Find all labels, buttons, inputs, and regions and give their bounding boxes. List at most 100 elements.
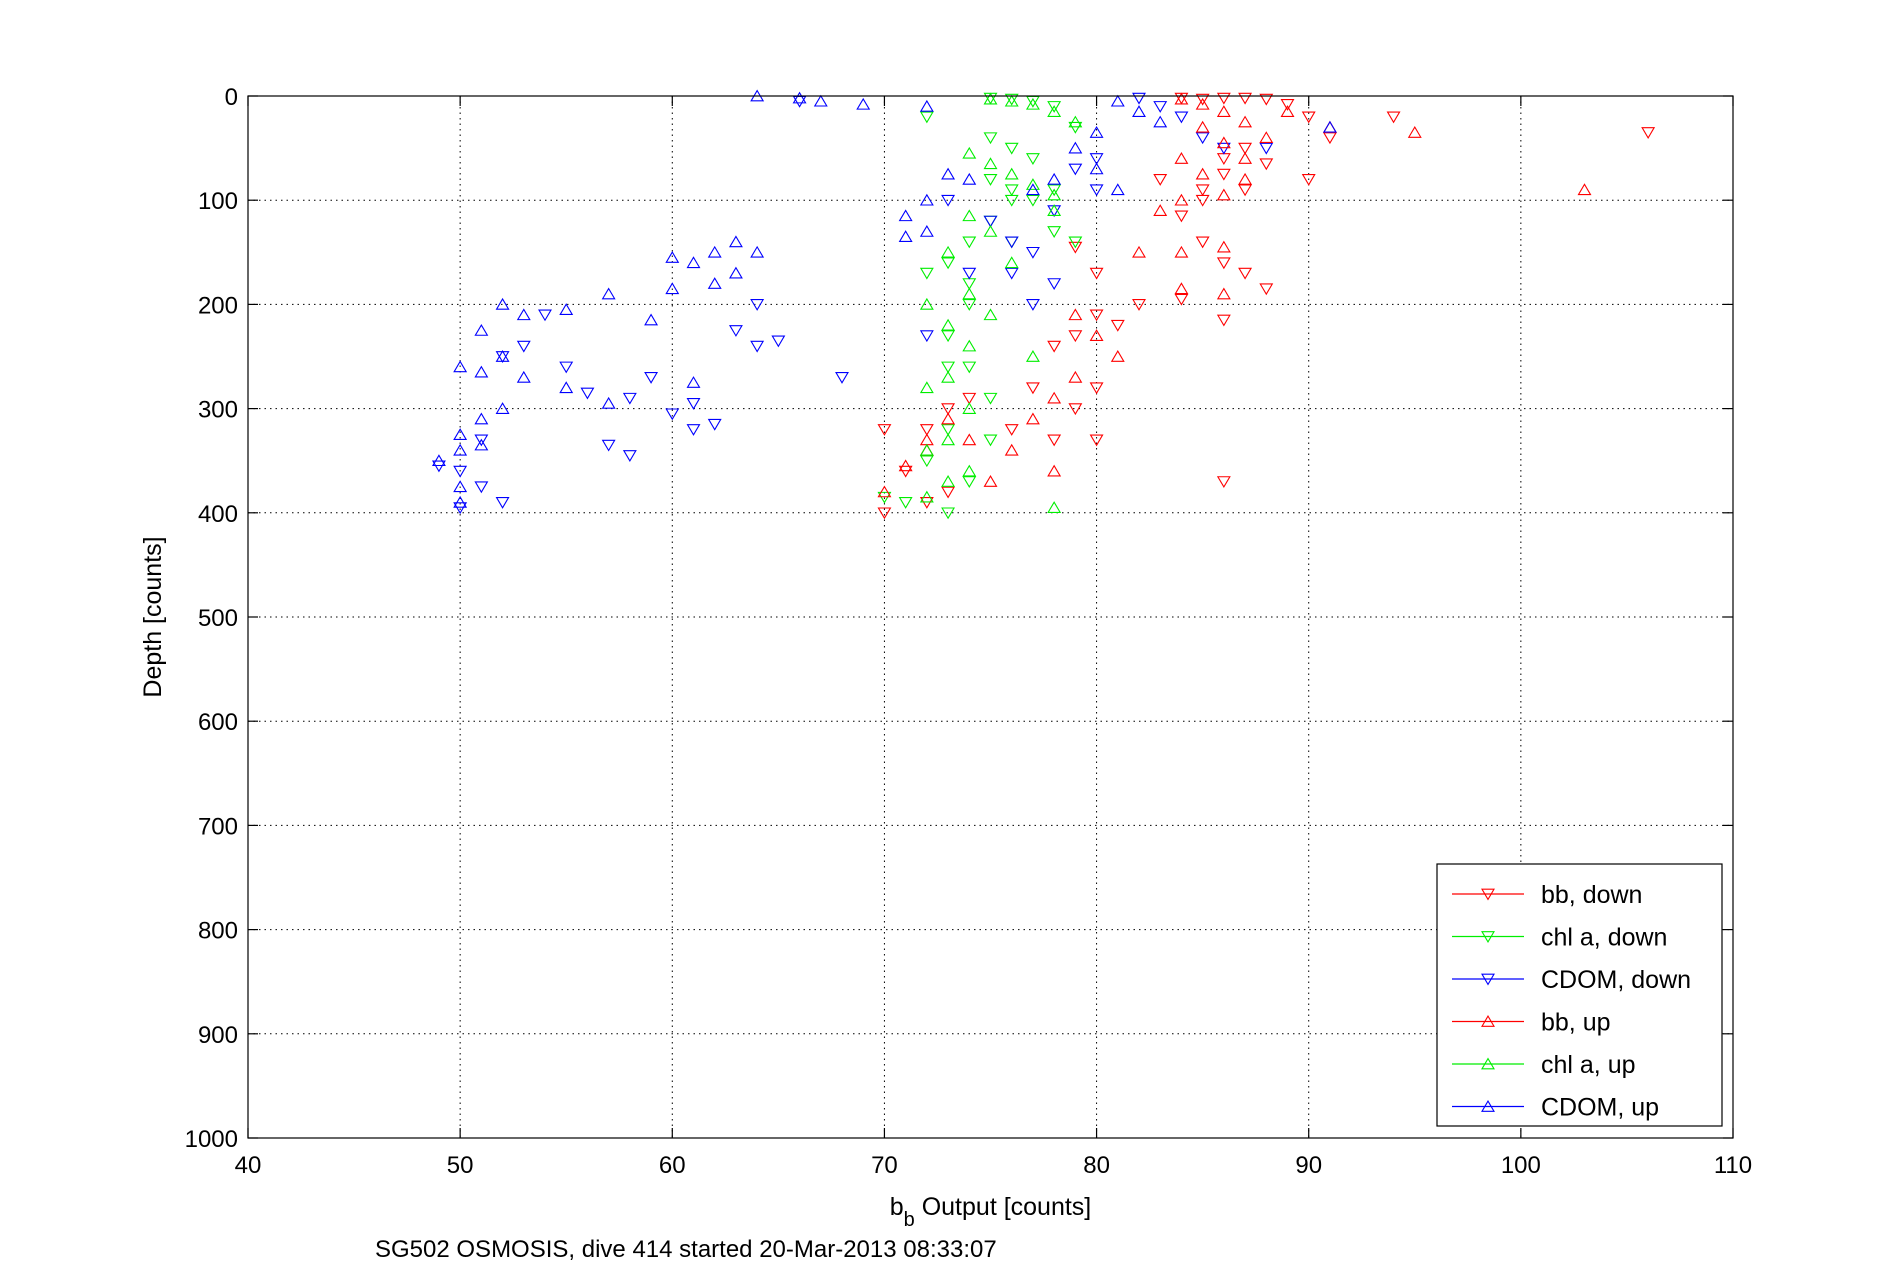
data-point bbox=[962, 209, 977, 222]
data-point bbox=[495, 297, 510, 310]
data-point bbox=[1174, 293, 1189, 306]
x-tick-label: 60 bbox=[659, 1152, 686, 1179]
data-point bbox=[453, 465, 468, 478]
data-point bbox=[1004, 167, 1019, 180]
data-point bbox=[1047, 101, 1062, 113]
legend: bb, down chl a, down CDOM, down bb, up chl a… bbox=[1436, 863, 1723, 1127]
data-point bbox=[1047, 391, 1062, 404]
data-point bbox=[1089, 329, 1104, 342]
data-point bbox=[1259, 93, 1274, 106]
data-point bbox=[1195, 97, 1210, 110]
data-point bbox=[962, 236, 977, 249]
data-point bbox=[1047, 172, 1062, 185]
legend-label: bb, down bbox=[1541, 881, 1642, 909]
data-point bbox=[962, 287, 977, 300]
y-tick-label: 900 bbox=[198, 1022, 238, 1049]
data-point bbox=[983, 157, 998, 170]
data-point bbox=[1216, 136, 1231, 149]
data-point bbox=[665, 251, 680, 263]
data-point bbox=[962, 339, 977, 352]
legend-label: chl a, up bbox=[1541, 1051, 1636, 1079]
data-point bbox=[983, 308, 998, 321]
data-point bbox=[1068, 163, 1083, 176]
data-point bbox=[919, 443, 934, 456]
data-point bbox=[1068, 403, 1083, 416]
data-point bbox=[1025, 183, 1040, 196]
data-point bbox=[962, 146, 977, 159]
data-point bbox=[453, 495, 468, 508]
data-point bbox=[983, 92, 998, 105]
data-point bbox=[1238, 172, 1253, 185]
data-point bbox=[962, 464, 977, 477]
data-point bbox=[1110, 94, 1125, 107]
data-point bbox=[644, 371, 659, 384]
data-point bbox=[962, 433, 977, 446]
data-point bbox=[941, 403, 956, 416]
data-point bbox=[516, 370, 531, 383]
data-point bbox=[1195, 120, 1210, 133]
x-tick-label: 110 bbox=[1714, 1152, 1752, 1179]
data-point bbox=[919, 224, 934, 237]
y-axis-label: Depth [counts] bbox=[139, 536, 167, 697]
data-point bbox=[1132, 299, 1146, 311]
data-point bbox=[941, 475, 956, 487]
data-point bbox=[1641, 127, 1656, 139]
data-point bbox=[474, 438, 489, 451]
data-point bbox=[877, 507, 892, 520]
series-4 bbox=[919, 92, 1083, 513]
data-point bbox=[431, 454, 446, 467]
data-point bbox=[941, 245, 956, 258]
data-point bbox=[1195, 167, 1210, 180]
data-point bbox=[1238, 184, 1253, 197]
data-point bbox=[941, 330, 956, 343]
y-tick-label: 800 bbox=[198, 918, 238, 945]
data-point bbox=[1322, 132, 1337, 145]
data-point bbox=[1407, 125, 1422, 138]
legend-box bbox=[1436, 863, 1723, 1127]
y-tick-label: 300 bbox=[198, 397, 238, 424]
data-point bbox=[1238, 92, 1253, 105]
data-point bbox=[474, 434, 489, 447]
data-point bbox=[1068, 115, 1083, 128]
data-point bbox=[1089, 153, 1104, 166]
data-point bbox=[877, 424, 892, 436]
ticks: 40 50 60 70 80 90 100 110 0 100 200 300 400 500 600 700… bbox=[185, 84, 1753, 1179]
data-point bbox=[1025, 194, 1040, 207]
data-point bbox=[1089, 267, 1104, 280]
data-point bbox=[1047, 501, 1062, 513]
data-point bbox=[1216, 168, 1231, 181]
data-point bbox=[474, 412, 489, 425]
data-point bbox=[877, 491, 892, 504]
data-point bbox=[1216, 240, 1231, 253]
data-point bbox=[1322, 120, 1337, 133]
data-point bbox=[919, 497, 934, 509]
axis-labels: bb Output [counts] Depth [counts] SG502 OS… bbox=[139, 536, 1091, 1262]
data-point bbox=[665, 408, 680, 421]
caption: SG502 OSMOSIS, dive 414 started 20-Mar-2… bbox=[375, 1236, 997, 1262]
data-point bbox=[1047, 204, 1062, 216]
y-tick-label: 0 bbox=[225, 84, 238, 111]
data-point bbox=[983, 475, 998, 487]
series-0 bbox=[877, 92, 1656, 520]
data-point bbox=[919, 455, 934, 468]
data-point bbox=[813, 94, 828, 107]
data-point bbox=[1025, 97, 1040, 110]
data-point bbox=[898, 465, 913, 478]
data-point bbox=[1068, 370, 1083, 383]
data-point bbox=[919, 111, 934, 124]
data-point bbox=[686, 256, 701, 269]
data-point bbox=[983, 224, 998, 237]
data-point bbox=[1047, 340, 1062, 353]
legend-marker bbox=[1481, 1057, 1495, 1070]
data-point bbox=[1216, 287, 1231, 300]
data-point bbox=[1216, 188, 1231, 201]
data-point bbox=[1216, 476, 1231, 489]
data-point bbox=[728, 235, 743, 248]
data-point bbox=[1132, 245, 1146, 258]
data-point bbox=[750, 245, 765, 258]
legend-marker bbox=[1481, 931, 1495, 943]
data-point bbox=[1068, 241, 1083, 254]
data-point bbox=[1174, 210, 1189, 223]
data-point bbox=[792, 91, 807, 104]
data-point bbox=[1047, 188, 1062, 201]
